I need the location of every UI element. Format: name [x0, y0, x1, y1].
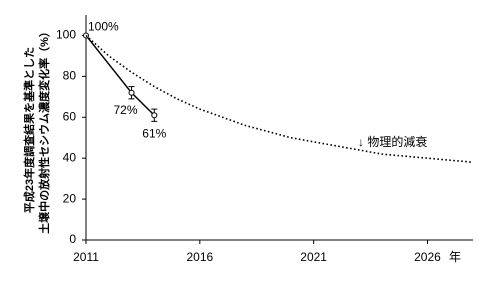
- point: [151, 112, 158, 119]
- data-label: 72%: [114, 103, 138, 117]
- data-label: 61%: [142, 126, 166, 140]
- y-axis-label: 土壌中の放射性セシウム濃度変化率（%）: [37, 26, 51, 234]
- point: [128, 89, 135, 96]
- y-tick-label: 40: [63, 150, 77, 164]
- x-tick-label: 2016: [186, 250, 213, 264]
- y-axis-label: 平成23年度調査結果を基準とした: [22, 47, 36, 213]
- series-label: ↓ 物理的減衰: [358, 134, 427, 149]
- x-tick-label: 2021: [300, 250, 327, 264]
- y-tick-label: 80: [63, 69, 77, 83]
- y-tick-label: 60: [63, 109, 77, 123]
- y-tick-label: 20: [63, 191, 77, 205]
- x-axis-label: 年: [449, 250, 461, 264]
- x-tick-label: 2026: [414, 250, 441, 264]
- y-tick-label: 0: [69, 232, 76, 246]
- y-tick-label: 100: [56, 28, 76, 42]
- data-label: 100%: [88, 20, 119, 34]
- x-tick-label: 2011: [73, 250, 99, 264]
- line: [85, 34, 474, 164]
